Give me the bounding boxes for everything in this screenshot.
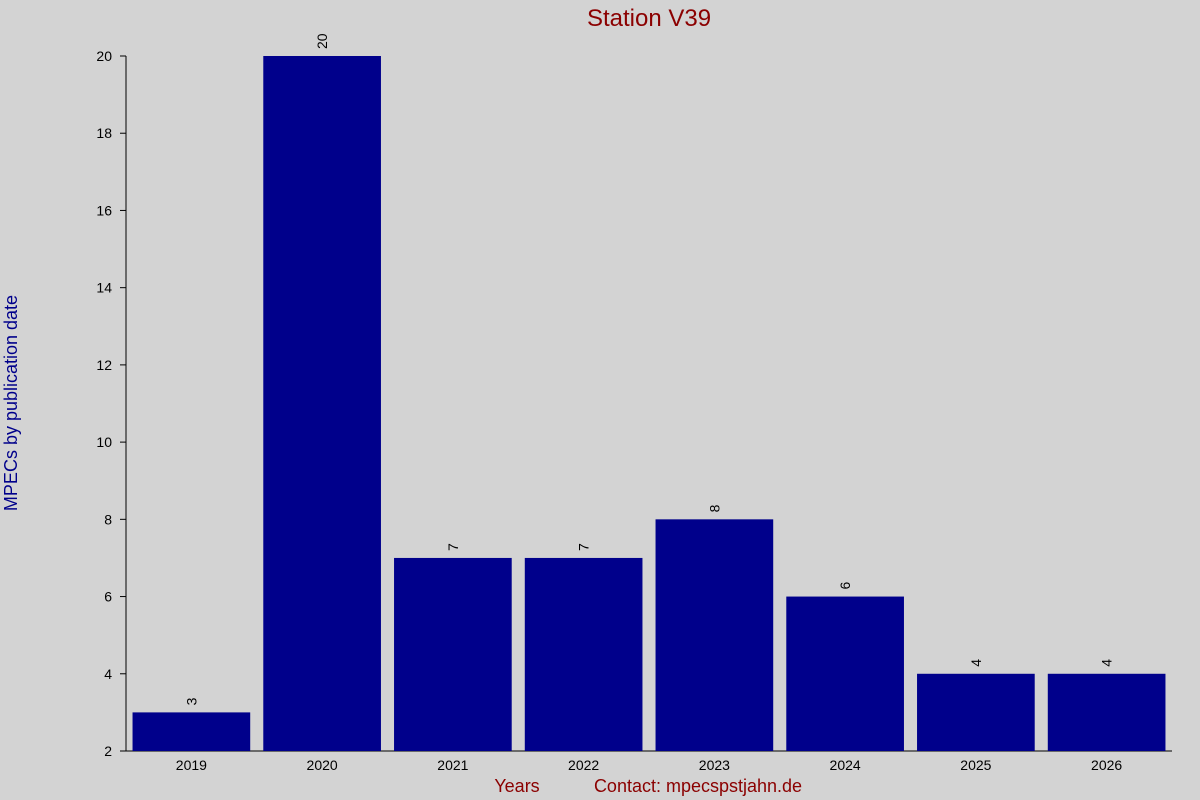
bar: [655, 519, 774, 751]
y-tick-label: 12: [96, 357, 112, 373]
x-tick-label: 2021: [437, 757, 468, 773]
x-tick-label: 2019: [176, 757, 207, 773]
value-label: 20: [314, 33, 330, 49]
value-label: 7: [576, 543, 592, 551]
x-tick-label: 2026: [1091, 757, 1122, 773]
bar: [786, 596, 904, 751]
value-label: 4: [968, 659, 984, 667]
y-tick-label: 20: [96, 48, 112, 64]
y-tick-label: 6: [104, 589, 112, 605]
value-label: 6: [837, 582, 853, 590]
y-axis-label: MPECs by publication date: [1, 295, 21, 511]
bar: [917, 673, 1035, 751]
value-label: 7: [445, 543, 461, 551]
bar: [394, 557, 512, 751]
y-tick-label: 16: [96, 202, 112, 218]
x-tick-label: 2023: [699, 757, 730, 773]
y-tick-label: 10: [96, 434, 112, 450]
x-tick-label: 2022: [568, 757, 599, 773]
y-tick-label: 2: [104, 743, 112, 759]
value-label: 8: [706, 504, 722, 512]
x-axis-label: Years: [494, 776, 539, 796]
y-tick-label: 4: [104, 666, 112, 682]
bar: [263, 56, 381, 751]
x-tick-label: 2025: [960, 757, 991, 773]
bar: [1047, 673, 1166, 751]
x-tick-label: 2020: [307, 757, 338, 773]
contact-note: Contact: mpecspstjahn.de: [594, 776, 802, 796]
value-label: 4: [1099, 659, 1115, 667]
x-tick-label: 2024: [830, 757, 861, 773]
y-tick-label: 8: [104, 511, 112, 527]
bar: [524, 557, 643, 751]
bar: [132, 712, 251, 751]
y-tick-label: 14: [96, 280, 112, 296]
chart-title: Station V39: [587, 5, 711, 32]
value-label: 3: [183, 697, 199, 705]
y-tick-label: 18: [96, 125, 112, 141]
